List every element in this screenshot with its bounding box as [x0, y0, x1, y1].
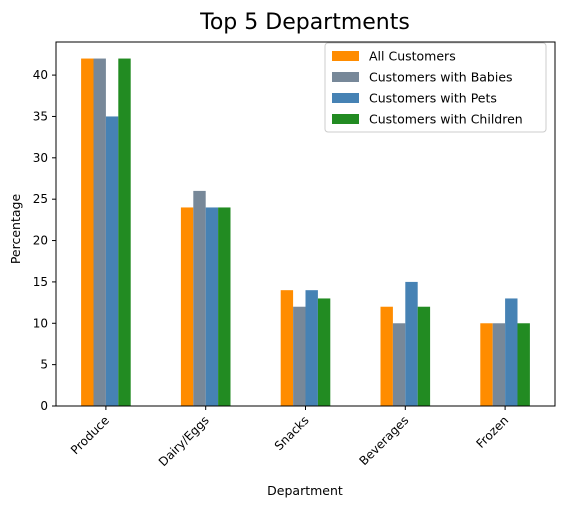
bar-dairy-eggs-series-2 [193, 190, 206, 406]
legend-entry-label: All Customers [369, 49, 456, 64]
legend-swatch [332, 51, 359, 61]
legend-entry-label: Customers with Babies [369, 70, 513, 85]
bar-beverages-series-2 [392, 323, 406, 406]
y-tick-label: 25 [33, 192, 48, 206]
bar-snacks-series-3 [305, 290, 318, 406]
bar-produce-series-3 [105, 116, 119, 407]
y-tick-label: 20 [33, 234, 48, 248]
bar-snacks-series-4 [317, 298, 331, 406]
y-tick-label: 35 [33, 109, 48, 123]
bar-dairy-eggs-series-4 [218, 207, 231, 406]
legend-swatch [332, 72, 359, 82]
bar-produce-series-2 [93, 58, 106, 406]
plot-frame [55, 41, 556, 407]
y-tick-label: 15 [33, 275, 48, 289]
bar-snacks-series-1 [280, 290, 294, 406]
legend-swatch [332, 93, 359, 103]
y-tick-label: 10 [33, 316, 48, 330]
bar-dairy-eggs-series-1 [180, 207, 194, 406]
x-axis-label: Department [267, 483, 343, 498]
bar-produce-series-4 [118, 58, 131, 406]
y-tick-label: 5 [40, 358, 48, 372]
bar-frozen-series-2 [492, 323, 506, 406]
bars-layer [81, 58, 530, 407]
legend-frame [324, 42, 547, 133]
y-tick-label: 0 [40, 399, 48, 413]
bar-produce-series-1 [81, 58, 94, 406]
bar-dairy-eggs-series-3 [205, 207, 219, 406]
bar-snacks-series-2 [293, 306, 306, 406]
bar-frozen-series-1 [480, 323, 493, 406]
bar-beverages-series-3 [405, 281, 418, 406]
y-axis-label: Percentage [8, 194, 23, 265]
legend-swatch [332, 114, 359, 124]
bar-frozen-series-3 [505, 298, 518, 406]
bar-beverages-series-1 [380, 306, 393, 406]
y-tick-label: 30 [33, 151, 48, 165]
legend: All Customers Customers with Babies Custom… [324, 42, 547, 133]
chart-title: Top 5 Departments [199, 10, 410, 35]
bar-beverages-series-4 [417, 306, 431, 406]
bar-frozen-series-4 [517, 323, 530, 406]
legend-entry-label: Customers with Pets [369, 91, 497, 106]
legend-entry-label: Customers with Children [369, 112, 523, 127]
y-tick-label: 40 [33, 68, 48, 82]
